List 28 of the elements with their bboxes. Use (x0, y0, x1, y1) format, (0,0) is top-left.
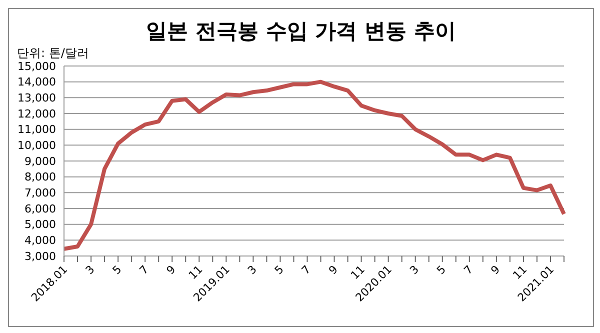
x-tick-label: 9 (164, 262, 178, 278)
y-tick-label: 6,000 (24, 202, 56, 216)
x-tick-label: 7 (137, 262, 152, 278)
y-tick-label: 8,000 (24, 170, 56, 184)
x-tick-label: 7 (461, 262, 476, 278)
x-tick-label: 3 (245, 262, 260, 278)
line-series (62, 80, 566, 251)
x-tick-label: 7 (299, 262, 314, 278)
y-tick-label: 5,000 (24, 218, 56, 232)
y-tick-label: 13,000 (18, 92, 56, 105)
x-tick-label: 3 (83, 262, 98, 278)
chart-title: 일본 전극봉 수입 가격 변동 추이 (145, 18, 457, 45)
y-tick-label: 9,000 (24, 154, 56, 168)
x-tick-label: 5 (272, 262, 286, 278)
y-tick-label: 3,000 (24, 250, 56, 263)
x-tick-label: 9 (326, 262, 340, 278)
x-tick-label: 9 (488, 262, 503, 278)
y-tick-label: 10,000 (18, 139, 56, 152)
y-tick-label: 7,000 (24, 186, 56, 200)
x-tick-label: 3 (407, 262, 422, 278)
y-tick-label: 14,000 (18, 76, 56, 89)
y-tick-label: 4,000 (24, 234, 56, 248)
x-tick-label: 5 (110, 262, 124, 278)
text: 단위: 톤/달러 (17, 45, 89, 62)
y-tick-label: 11,000 (18, 123, 56, 136)
y-tick-label: 15,000 (18, 60, 56, 73)
x-tick-label: 5 (434, 262, 448, 278)
y-tick-label: 12,000 (18, 107, 56, 120)
